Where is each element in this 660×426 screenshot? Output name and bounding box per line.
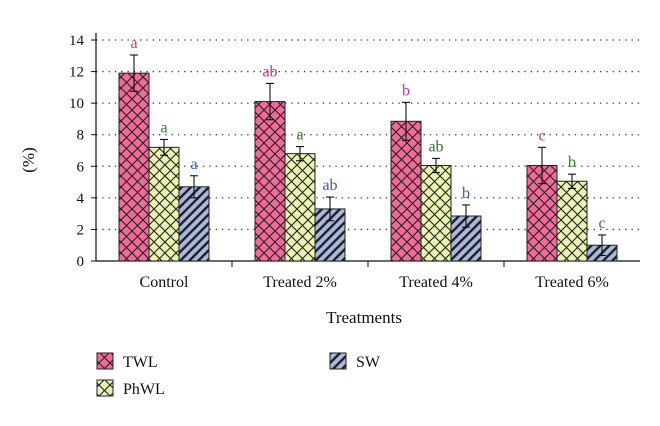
significance-letter: ab xyxy=(428,138,443,155)
legend-item-phwl: PhWL xyxy=(96,379,165,398)
significance-letter: b xyxy=(402,82,410,99)
error-bar xyxy=(402,101,410,141)
y-axis-title: (%) xyxy=(19,147,38,172)
legend-label: TWL xyxy=(123,354,158,371)
significance-letter: a xyxy=(296,127,303,144)
bar-phwl xyxy=(420,164,452,262)
error-bar xyxy=(326,196,334,222)
legend-label: PhWL xyxy=(123,381,165,398)
y-tick-label: 2 xyxy=(77,222,85,238)
legend-swatch xyxy=(96,379,114,397)
error-bar xyxy=(568,173,576,189)
legend-label: SW xyxy=(356,354,381,371)
legend-item-sw: SW xyxy=(329,352,381,371)
legend-item-twl: TWL xyxy=(96,352,158,371)
significance-letter: b xyxy=(462,185,470,202)
y-tick-label: 0 xyxy=(77,254,85,270)
y-tick-label: 8 xyxy=(77,128,85,144)
bar-sw xyxy=(178,186,210,262)
bar-twl xyxy=(254,101,286,262)
legend-swatch xyxy=(329,352,347,370)
tick-labels: 0 2 4 6 8 10 12 14 Control Treated 2% Treated 4% Tr… xyxy=(69,33,609,291)
y-tick-label: 12 xyxy=(69,65,84,81)
error-bar xyxy=(190,175,198,199)
error-bar xyxy=(462,204,470,228)
x-tick-label: Treated 2% xyxy=(263,274,337,291)
significance-letter: ab xyxy=(322,177,337,194)
error-bar xyxy=(598,234,606,257)
bar-phwl xyxy=(556,180,588,262)
x-tick-label: Treated 4% xyxy=(399,274,473,291)
x-tick-label: Treated 6% xyxy=(535,274,609,291)
error-bar xyxy=(130,54,138,92)
x-axis-title: Treatments xyxy=(326,308,402,327)
error-bar xyxy=(160,138,168,156)
significance-letter: ab xyxy=(262,63,277,80)
bar-twl xyxy=(118,72,150,262)
significance-letter: a xyxy=(160,119,167,136)
error-bar xyxy=(266,82,274,121)
significance-letter: c xyxy=(538,127,545,144)
significance-letter: a xyxy=(190,156,197,173)
significance-letter: b xyxy=(568,154,576,171)
bar-twl xyxy=(390,120,422,262)
error-bar xyxy=(432,157,440,174)
y-tick-label: 10 xyxy=(69,96,84,112)
y-tick-label: 6 xyxy=(77,159,85,175)
y-tick-label: 14 xyxy=(69,33,85,49)
x-tick-label: Control xyxy=(140,274,189,291)
significance-letter: a xyxy=(130,35,137,52)
grid-lines xyxy=(96,39,640,231)
significance-letters: a a a ab a ab b ab b c b c xyxy=(130,35,605,232)
legend: TWL PhWL SW xyxy=(96,352,381,398)
bars xyxy=(118,72,618,262)
legend-swatch xyxy=(96,352,114,370)
bar-phwl xyxy=(284,153,316,262)
error-bar xyxy=(538,146,546,185)
error-bars xyxy=(130,54,606,257)
significance-letter: c xyxy=(598,215,605,232)
error-bar xyxy=(296,146,304,162)
bar-phwl xyxy=(148,146,180,262)
y-tick-label: 4 xyxy=(77,191,85,207)
